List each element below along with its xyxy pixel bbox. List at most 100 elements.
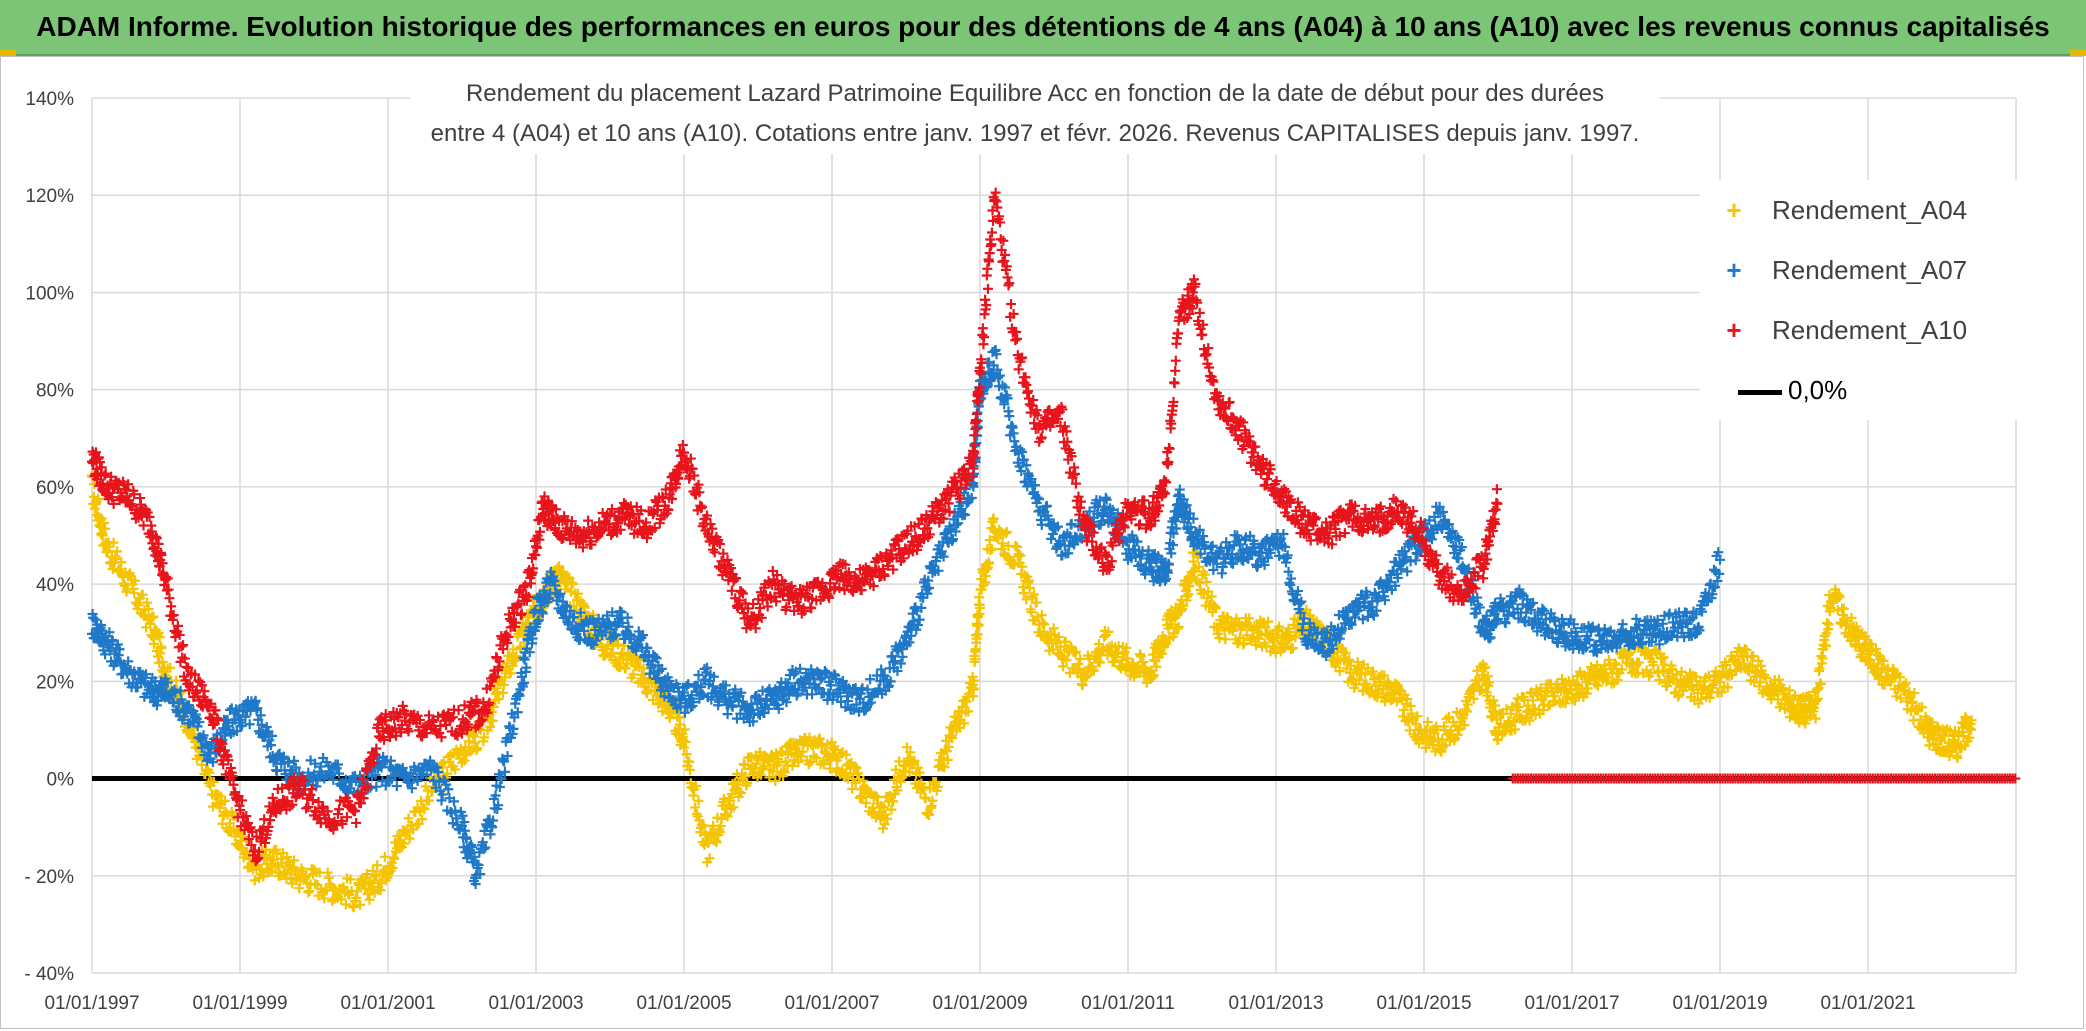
point-rendement-a04 [505, 668, 516, 679]
point-rendement-a04 [642, 684, 653, 695]
point-rendement-a04 [901, 742, 912, 753]
point-rendement-a04 [157, 657, 168, 668]
point-rendement-a04 [285, 873, 296, 884]
point-rendement-a04 [882, 813, 893, 824]
point-rendement-a04 [1026, 607, 1037, 618]
point-rendement-a04 [857, 792, 868, 803]
point-rendement-a07 [1004, 411, 1015, 422]
point-rendement-a04 [693, 795, 704, 806]
point-rendement-a04 [338, 882, 349, 893]
point-rendement-a04 [654, 697, 665, 708]
point-rendement-a04 [825, 763, 836, 774]
point-rendement-a04 [294, 883, 305, 894]
point-rendement-a04 [612, 639, 623, 650]
point-rendement-a04 [304, 886, 315, 897]
point-rendement-a04 [493, 693, 504, 704]
point-rendement-a04 [924, 783, 935, 794]
point-rendement-a04 [348, 902, 359, 913]
point-rendement-a04 [763, 756, 774, 767]
point-rendement-a04 [1161, 638, 1172, 649]
y-tick-label: 140% [25, 89, 74, 110]
point-rendement-a04 [398, 838, 409, 849]
point-rendement-a04 [1077, 680, 1088, 691]
point-rendement-a04 [972, 629, 983, 640]
point-rendement-a04 [793, 757, 804, 768]
point-rendement-a04 [266, 866, 277, 877]
y-tick-label: 60% [36, 478, 74, 499]
point-rendement-a04 [387, 862, 398, 873]
x-tick-label: 01/01/2021 [1820, 993, 1915, 1014]
point-rendement-a04 [1178, 600, 1189, 611]
point-rendement-a04 [141, 597, 152, 608]
point-rendement-a04 [739, 759, 750, 770]
point-rendement-a04 [355, 899, 366, 910]
point-rendement-a04 [572, 588, 583, 599]
point-rendement-a04 [171, 675, 182, 686]
y-tick-label: 80% [36, 381, 74, 402]
point-rendement-a04 [973, 620, 984, 631]
y-tick-label: 120% [25, 186, 74, 207]
point-rendement-a07 [914, 614, 925, 625]
point-rendement-a07 [518, 652, 529, 663]
point-rendement-a07 [1617, 619, 1628, 630]
point-rendement-a04 [932, 781, 943, 792]
point-rendement-a04 [402, 827, 413, 838]
point-rendement-a04 [927, 795, 938, 806]
point-rendement-a07 [1174, 484, 1185, 495]
point-rendement-a04 [137, 589, 148, 600]
point-rendement-a04 [240, 848, 251, 859]
point-rendement-a04 [219, 795, 230, 806]
point-rendement-a04 [969, 675, 980, 686]
grid-lines [91, 97, 2017, 974]
point-rendement-a04 [795, 751, 806, 762]
point-rendement-a04 [690, 802, 701, 813]
point-rendement-a04 [1147, 672, 1158, 683]
point-rendement-a04 [879, 819, 890, 830]
point-rendement-a04 [1148, 670, 1159, 681]
x-tick-label: 01/01/2007 [784, 993, 879, 1014]
point-rendement-a04 [904, 766, 915, 777]
point-rendement-a04 [289, 855, 300, 866]
point-rendement-a04 [924, 809, 935, 820]
point-rendement-a04 [1012, 542, 1022, 553]
point-rendement-a04 [208, 776, 219, 787]
point-rendement-a04 [154, 632, 165, 643]
point-rendement-a04 [364, 894, 375, 905]
point-rendement-a04 [145, 618, 156, 629]
point-rendement-a04 [1015, 550, 1026, 561]
point-rendement-a04 [450, 764, 461, 775]
point-rendement-a04 [984, 535, 995, 546]
point-rendement-a04 [941, 735, 952, 746]
point-rendement-a04 [997, 538, 1008, 549]
point-rendement-a04 [767, 766, 778, 777]
y-tick-label: - 40% [24, 964, 74, 985]
point-rendement-a04 [963, 706, 974, 717]
point-rendement-a04 [939, 762, 950, 773]
point-rendement-a04 [499, 672, 510, 683]
point-rendement-a04 [507, 660, 518, 671]
point-rendement-a04 [1074, 664, 1085, 675]
point-rendement-a04 [1013, 549, 1024, 560]
point-rendement-a04 [912, 762, 923, 773]
point-rendement-a04 [322, 867, 333, 878]
point-rendement-a04 [567, 578, 578, 589]
corner-accent-right [2070, 50, 2086, 56]
point-rendement-a04 [886, 804, 897, 815]
point-rendement-a04 [943, 741, 954, 752]
point-rendement-a07 [436, 795, 447, 806]
y-tick-label: 0% [47, 770, 75, 791]
point-rendement-a04 [787, 760, 798, 771]
point-rendement-a04 [351, 892, 362, 903]
point-rendement-a04 [463, 736, 474, 747]
point-rendement-a04 [352, 886, 363, 897]
point-rendement-a04 [736, 788, 747, 799]
point-rendement-a04 [100, 523, 111, 534]
point-rendement-a04 [1031, 597, 1042, 608]
x-tick-label: 01/01/2019 [1672, 993, 1767, 1014]
point-rendement-a04 [1029, 589, 1040, 600]
point-rendement-a04 [389, 853, 400, 864]
point-rendement-a04 [554, 561, 565, 572]
point-rendement-a04 [340, 899, 351, 910]
point-rendement-a04 [419, 804, 430, 815]
